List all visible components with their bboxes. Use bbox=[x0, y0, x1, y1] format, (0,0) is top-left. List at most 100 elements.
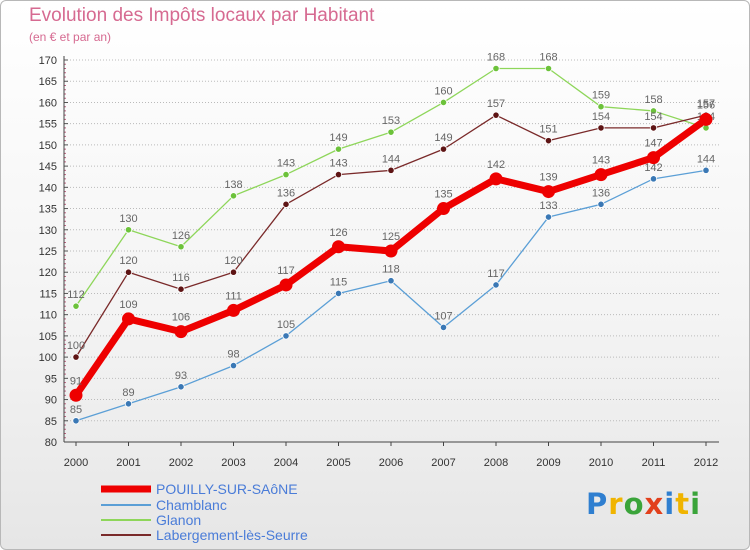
data-point bbox=[437, 202, 450, 216]
data-label: 158 bbox=[644, 94, 662, 106]
y-tick-label: 80 bbox=[45, 437, 57, 449]
x-tick-label: 2007 bbox=[431, 457, 455, 469]
data-point bbox=[227, 303, 240, 317]
data-point bbox=[597, 124, 605, 132]
data-label: 147 bbox=[644, 138, 662, 150]
data-label: 120 bbox=[224, 255, 242, 267]
data-point bbox=[282, 200, 290, 208]
x-tick-label: 2009 bbox=[536, 457, 560, 469]
data-point bbox=[72, 353, 80, 361]
data-point bbox=[229, 268, 238, 276]
legend-label: Chamblanc bbox=[156, 497, 227, 513]
data-label: 142 bbox=[644, 162, 662, 174]
data-label: 142 bbox=[487, 159, 505, 171]
data-label: 157 bbox=[697, 98, 715, 110]
data-point bbox=[492, 111, 500, 119]
data-label: 109 bbox=[119, 299, 137, 311]
y-tick-label: 170 bbox=[39, 55, 57, 67]
data-label: 98 bbox=[227, 349, 239, 361]
data-label: 143 bbox=[277, 158, 295, 170]
data-point bbox=[489, 172, 503, 186]
data-label: 126 bbox=[172, 230, 190, 242]
data-point bbox=[72, 417, 80, 425]
proxiti-logo: Proxiti bbox=[586, 487, 701, 521]
data-point bbox=[174, 325, 188, 339]
data-label: 153 bbox=[382, 115, 400, 127]
data-label: 149 bbox=[434, 132, 452, 144]
data-label: 118 bbox=[382, 264, 400, 276]
x-tick-label: 2006 bbox=[379, 457, 403, 469]
data-point bbox=[122, 312, 135, 326]
data-label: 156 bbox=[697, 99, 715, 111]
series-line-chamblanc bbox=[75, 169, 707, 422]
data-point bbox=[387, 166, 395, 174]
data-label: 138 bbox=[224, 179, 242, 191]
data-label: 168 bbox=[487, 51, 505, 63]
legend-label: Glanon bbox=[156, 512, 201, 528]
x-tick-label: 2000 bbox=[64, 457, 88, 469]
y-tick-label: 150 bbox=[39, 140, 57, 152]
data-point bbox=[282, 171, 290, 179]
data-label: 89 bbox=[122, 387, 134, 399]
data-point bbox=[124, 226, 133, 234]
data-label: 107 bbox=[434, 310, 452, 322]
data-point bbox=[699, 112, 713, 126]
data-label: 143 bbox=[329, 158, 347, 170]
x-tick-label: 2002 bbox=[169, 457, 193, 469]
chart-title: Evolution des Impôts locaux par Habitant bbox=[29, 5, 375, 26]
y-tick-label: 100 bbox=[39, 352, 57, 364]
data-point bbox=[332, 240, 345, 254]
data-label: 93 bbox=[175, 370, 187, 382]
data-label: 143 bbox=[592, 155, 610, 167]
data-label: 154 bbox=[644, 111, 662, 123]
data-point bbox=[702, 166, 710, 174]
x-tick-label: 2010 bbox=[589, 457, 613, 469]
y-tick-label: 115 bbox=[39, 288, 57, 300]
data-label: 106 bbox=[172, 312, 190, 324]
data-label: 125 bbox=[382, 231, 400, 243]
data-label: 133 bbox=[539, 200, 557, 212]
data-label: 115 bbox=[330, 276, 348, 288]
data-point bbox=[124, 268, 133, 276]
data-label: 151 bbox=[539, 124, 557, 136]
data-point bbox=[649, 124, 658, 132]
x-tick-label: 2005 bbox=[326, 457, 350, 469]
data-point bbox=[334, 145, 343, 153]
data-point bbox=[597, 200, 605, 208]
y-tick-label: 165 bbox=[39, 76, 57, 88]
chart-subtitle: (en € et par an) bbox=[29, 30, 112, 44]
data-label: 135 bbox=[434, 189, 452, 201]
x-tick-label: 2011 bbox=[642, 457, 666, 469]
data-label: 144 bbox=[382, 153, 400, 165]
data-point bbox=[177, 383, 185, 391]
data-point bbox=[439, 98, 448, 107]
data-point bbox=[544, 213, 553, 221]
logo-letter: x bbox=[644, 487, 665, 521]
data-point bbox=[439, 145, 448, 153]
data-label: 139 bbox=[539, 172, 557, 184]
data-point bbox=[597, 103, 605, 111]
data-label: 160 bbox=[434, 85, 452, 97]
x-tick-label: 2008 bbox=[484, 457, 508, 469]
legend-label: POUILLY-SUR-SAôNE bbox=[156, 481, 298, 497]
y-tick-label: 160 bbox=[39, 97, 57, 109]
data-point bbox=[229, 192, 238, 200]
x-tick-label: 2012 bbox=[694, 457, 718, 469]
data-point bbox=[124, 400, 133, 408]
logo-letter: P bbox=[586, 487, 609, 521]
y-tick-label: 110 bbox=[39, 310, 57, 322]
data-label: 85 bbox=[70, 404, 82, 416]
data-label: 117 bbox=[277, 265, 295, 277]
y-tick-label: 130 bbox=[39, 225, 57, 237]
y-tick-label: 95 bbox=[45, 373, 57, 385]
data-point bbox=[69, 388, 83, 402]
data-point bbox=[649, 107, 658, 115]
logo-letter: t bbox=[675, 487, 691, 521]
y-tick-label: 125 bbox=[39, 246, 57, 258]
y-tick-label: 140 bbox=[39, 182, 57, 194]
data-point bbox=[279, 278, 293, 292]
logo-letter: i bbox=[664, 487, 676, 521]
data-point bbox=[544, 64, 553, 73]
data-point bbox=[229, 361, 238, 370]
